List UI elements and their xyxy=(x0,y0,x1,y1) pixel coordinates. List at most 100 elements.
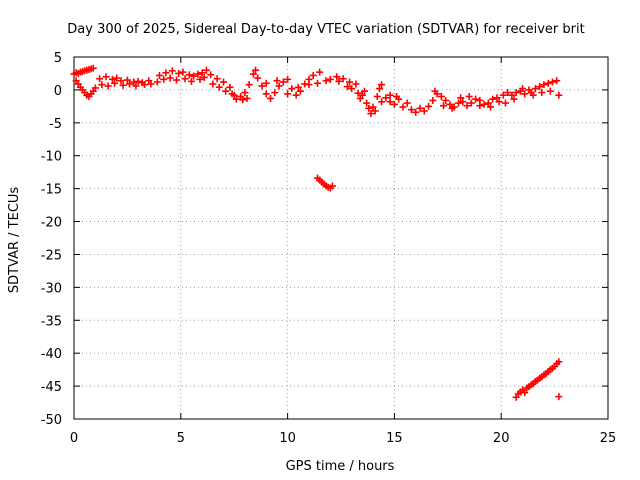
data-point-marker xyxy=(175,69,183,77)
data-point-marker xyxy=(102,73,110,81)
data-point-marker xyxy=(241,89,249,97)
data-point-marker xyxy=(521,389,529,397)
data-point-marker xyxy=(275,82,283,90)
data-point-marker xyxy=(386,98,394,106)
data-point-marker xyxy=(243,94,251,102)
data-point-marker xyxy=(393,92,401,100)
data-point-marker xyxy=(181,75,189,83)
y-tick-label: -45 xyxy=(41,380,62,395)
data-point-marker xyxy=(262,90,270,98)
data-point-marker xyxy=(521,90,529,98)
data-point-marker xyxy=(480,100,488,108)
data-point-marker xyxy=(529,91,537,99)
y-axis-label: SDTVAR / TECUs xyxy=(7,187,22,294)
data-point-marker xyxy=(173,76,181,84)
data-point-marker xyxy=(168,67,176,75)
data-points xyxy=(70,64,563,401)
data-point-marker xyxy=(555,91,563,99)
data-point-marker xyxy=(378,98,386,106)
data-point-marker xyxy=(239,96,247,104)
data-point-marker xyxy=(508,91,516,99)
y-tick-label: -15 xyxy=(41,183,62,198)
data-point-marker xyxy=(126,80,134,88)
data-point-marker xyxy=(179,68,187,76)
data-point-marker xyxy=(230,91,238,99)
data-point-marker xyxy=(510,95,518,103)
data-point-marker xyxy=(335,77,343,85)
data-point-marker xyxy=(262,79,270,87)
data-point-marker xyxy=(416,104,424,112)
data-point-marker xyxy=(448,104,456,112)
data-point-marker xyxy=(437,92,445,100)
data-point-marker xyxy=(113,74,121,82)
data-point-marker xyxy=(544,79,552,87)
y-tick-label: -25 xyxy=(41,248,62,263)
data-point-marker xyxy=(463,102,471,110)
data-point-marker xyxy=(442,96,450,104)
data-point-marker xyxy=(467,99,475,107)
data-point-marker xyxy=(252,66,260,74)
data-point-marker xyxy=(553,77,561,85)
data-point-marker xyxy=(476,102,484,110)
x-tick-label: 0 xyxy=(70,431,78,446)
data-point-marker xyxy=(96,75,104,83)
chart-title: Day 300 of 2025, Sidereal Day-to-day VTE… xyxy=(67,22,584,37)
data-point-marker xyxy=(382,94,390,102)
data-point-marker xyxy=(363,99,371,107)
data-point-marker xyxy=(198,69,206,77)
data-point-marker xyxy=(538,89,546,97)
data-point-marker xyxy=(209,80,217,88)
data-point-marker xyxy=(249,70,257,78)
data-point-marker xyxy=(519,85,527,93)
data-point-marker xyxy=(348,85,356,93)
data-point-marker xyxy=(326,75,334,83)
data-point-marker xyxy=(89,64,97,72)
data-point-marker xyxy=(546,87,554,95)
data-point-marker xyxy=(356,94,364,102)
data-point-marker xyxy=(399,103,407,111)
data-point-marker xyxy=(352,80,360,88)
data-point-marker xyxy=(187,77,195,85)
y-tick-label: -5 xyxy=(49,117,62,132)
y-tick-label: 5 xyxy=(54,51,62,66)
data-point-marker xyxy=(493,94,501,102)
data-point-marker xyxy=(487,103,495,111)
data-point-marker xyxy=(153,78,161,86)
data-point-marker xyxy=(226,83,234,91)
data-point-marker xyxy=(548,78,556,86)
data-point-marker xyxy=(420,107,428,115)
data-point-marker xyxy=(339,75,347,83)
data-point-marker xyxy=(108,75,116,83)
data-point-marker xyxy=(512,89,520,97)
data-point-marker xyxy=(166,74,174,82)
data-point-marker xyxy=(162,69,170,77)
data-point-marker xyxy=(155,71,163,79)
data-point-marker xyxy=(373,92,381,100)
data-point-marker xyxy=(284,75,292,83)
x-axis-label: GPS time / hours xyxy=(286,459,395,474)
data-point-marker xyxy=(196,75,204,83)
data-point-marker xyxy=(501,99,509,107)
data-point-marker xyxy=(117,77,125,85)
data-point-marker xyxy=(305,81,313,89)
data-point-marker xyxy=(294,83,302,91)
data-point-marker xyxy=(446,100,454,108)
data-point-marker xyxy=(346,78,354,86)
data-point-marker xyxy=(104,82,112,90)
data-point-marker xyxy=(367,110,375,118)
data-point-marker xyxy=(314,79,322,87)
data-point-marker xyxy=(354,89,362,97)
data-point-marker xyxy=(360,87,368,95)
grid xyxy=(74,57,608,419)
data-point-marker xyxy=(555,393,563,401)
data-point-marker xyxy=(407,106,415,114)
data-point-marker xyxy=(98,81,106,89)
data-point-marker xyxy=(365,104,373,112)
data-point-marker xyxy=(119,81,127,89)
data-point-marker xyxy=(309,71,317,79)
data-point-marker xyxy=(220,78,228,86)
data-point-marker xyxy=(279,78,287,86)
data-point-marker xyxy=(316,68,324,76)
data-point-marker xyxy=(134,77,142,85)
